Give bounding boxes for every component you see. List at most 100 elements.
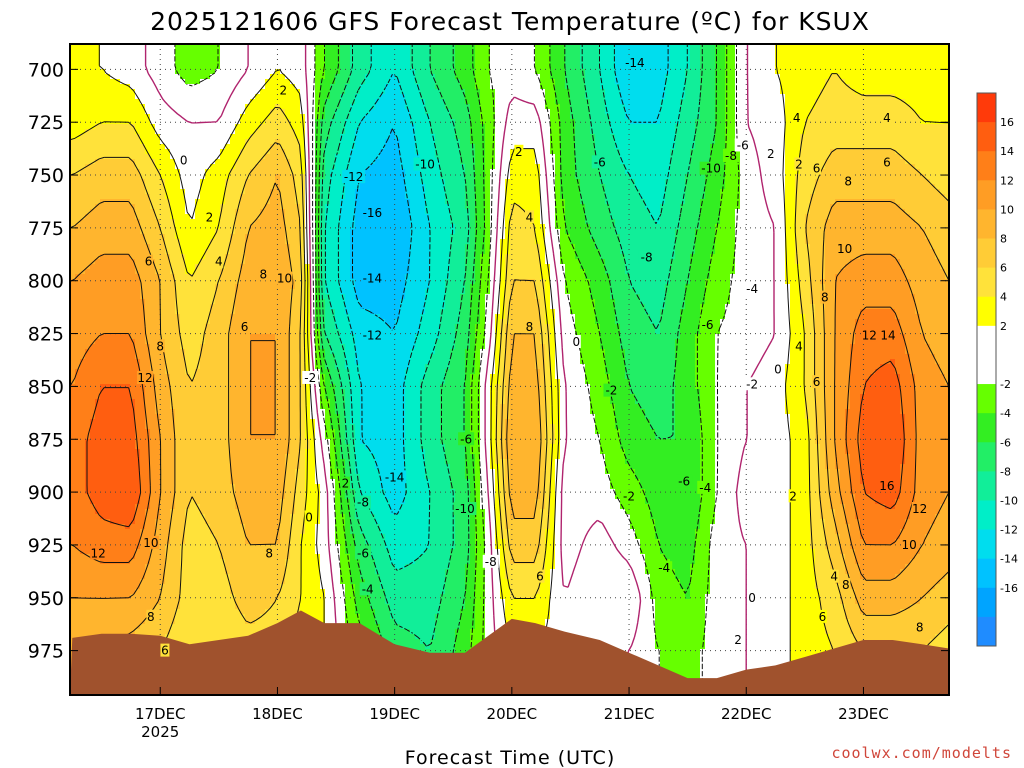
temperature-cell	[150, 474, 156, 480]
temperature-cell	[85, 249, 91, 255]
temperature-cell	[190, 509, 196, 515]
temperature-cell	[175, 429, 181, 435]
temperature-cell	[200, 419, 206, 425]
temperature-cell	[195, 569, 201, 575]
temperature-cell	[230, 619, 236, 625]
temperature-cell	[245, 449, 251, 455]
temperature-cell	[210, 599, 216, 605]
temperature-cell	[130, 49, 136, 55]
temperature-cell	[110, 624, 116, 630]
temperature-cell	[95, 74, 101, 80]
temperature-cell	[240, 134, 246, 140]
temperature-cell	[210, 479, 216, 485]
temperature-cell	[80, 494, 86, 500]
temperature-cell	[195, 494, 201, 500]
temperature-cell	[200, 409, 206, 415]
temperature-cell	[95, 539, 101, 545]
temperature-cell	[85, 444, 91, 450]
temperature-cell	[95, 534, 101, 540]
temperature-cell	[180, 314, 186, 320]
temperature-cell	[90, 319, 96, 325]
temperature-cell	[225, 159, 231, 165]
temperature-cell	[130, 564, 136, 570]
temperature-cell	[225, 229, 231, 235]
temperature-cell	[115, 539, 121, 545]
temperature-cell	[195, 484, 201, 490]
temperature-cell	[150, 334, 156, 340]
temperature-cell	[225, 339, 231, 345]
temperature-cell	[235, 54, 241, 60]
temperature-cell	[180, 104, 186, 110]
temperature-cell	[210, 334, 216, 340]
temperature-cell	[75, 569, 81, 575]
temperature-cell	[140, 339, 146, 345]
temperature-cell	[180, 209, 186, 215]
temperature-cell	[100, 294, 106, 300]
temperature-cell	[130, 319, 136, 325]
temperature-cell	[175, 374, 181, 380]
temperature-cell	[185, 124, 191, 130]
temperature-cell	[75, 199, 81, 205]
temperature-cell	[130, 429, 136, 435]
temperature-cell	[165, 324, 171, 330]
temperature-cell	[245, 364, 251, 370]
temperature-cell	[80, 94, 86, 100]
temperature-cell	[165, 589, 171, 595]
temperature-cell	[120, 134, 126, 140]
temperature-cell	[110, 569, 116, 575]
temperature-cell	[90, 379, 96, 385]
temperature-cell	[215, 234, 221, 240]
temperature-cell	[125, 614, 131, 620]
temperature-cell	[220, 604, 226, 610]
temperature-cell	[185, 469, 191, 475]
temperature-cell	[140, 79, 146, 85]
temperature-cell	[210, 459, 216, 465]
temperature-cell	[125, 54, 131, 60]
temperature-cell	[205, 144, 211, 150]
temperature-cell	[80, 204, 86, 210]
temperature-cell	[105, 204, 111, 210]
temperature-cell	[180, 479, 186, 485]
temperature-cell	[125, 79, 131, 85]
temperature-cell	[205, 389, 211, 395]
temperature-cell	[245, 289, 251, 295]
temperature-cell	[115, 429, 121, 435]
temperature-cell	[240, 299, 246, 305]
temperature-cell	[245, 624, 251, 630]
temperature-cell	[200, 299, 206, 305]
temperature-cell	[120, 149, 126, 155]
temperature-cell	[175, 454, 181, 460]
temperature-cell	[80, 199, 86, 205]
temperature-cell	[100, 179, 106, 185]
temperature-cell	[235, 344, 241, 350]
temperature-cell	[95, 114, 101, 120]
temperature-cell	[130, 184, 136, 190]
temperature-cell	[210, 619, 216, 625]
temperature-cell	[150, 579, 156, 585]
temperature-cell	[140, 504, 146, 510]
temperature-cell	[125, 574, 131, 580]
temperature-cell	[175, 619, 181, 625]
temperature-cell	[105, 619, 111, 625]
temperature-cell	[120, 579, 126, 585]
temperature-cell	[120, 429, 126, 435]
temperature-cell	[100, 599, 106, 605]
temperature-cell	[115, 84, 121, 90]
temperature-cell	[245, 504, 251, 510]
temperature-cell	[95, 579, 101, 585]
temperature-cell	[85, 154, 91, 160]
temperature-cell	[215, 104, 221, 110]
temperature-cell	[235, 304, 241, 310]
temperature-cell	[150, 469, 156, 475]
temperature-cell	[240, 429, 246, 435]
temperature-cell	[205, 179, 211, 185]
temperature-cell	[185, 284, 191, 290]
temperature-cell	[75, 64, 81, 70]
temperature-cell	[125, 269, 131, 275]
temperature-cell	[105, 239, 111, 245]
temperature-cell	[225, 524, 231, 530]
temperature-cell	[255, 579, 261, 585]
temperature-cell	[235, 624, 241, 630]
temperature-cell	[160, 109, 166, 115]
